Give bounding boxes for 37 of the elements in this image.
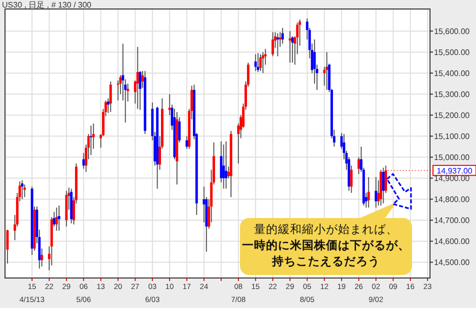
candlestick <box>276 32 279 57</box>
chart-title: US30 , 日足 , # 130 / 300 <box>2 0 92 10</box>
candlestick <box>222 144 225 190</box>
y-tick-label: 14,500.00 <box>434 258 470 268</box>
candlestick <box>262 52 264 74</box>
candlestick <box>58 204 60 232</box>
y-tick-label: 15,500.00 <box>434 48 470 58</box>
candlestick <box>136 46 139 110</box>
candlestick <box>256 52 260 73</box>
y-tick-label: 15,300.00 <box>434 90 470 100</box>
y-tick-label: 14,600.00 <box>434 237 470 246</box>
candlestick <box>254 54 257 72</box>
candlestick <box>23 184 26 198</box>
candlestick <box>374 176 378 208</box>
y-tick-label: 15,000.00 <box>434 153 470 162</box>
y-tick-label: 14,900.00 <box>434 174 470 184</box>
y-tick-label: 15,400.00 <box>434 69 470 78</box>
annotation: 一時的に米国株価は下がるが、 <box>242 238 410 252</box>
candlestick <box>367 176 370 208</box>
candlestick <box>272 32 274 57</box>
candlestick <box>281 27 284 44</box>
candlestick <box>20 180 24 200</box>
candlestick <box>382 167 385 204</box>
annotation: 量的緩和縮小が始まれば、 <box>254 222 398 236</box>
candlestick <box>6 229 9 264</box>
annotation: 持ちこたえるだろう <box>271 254 380 268</box>
candlestick <box>326 52 328 90</box>
candlestick <box>55 207 58 232</box>
y-tick-label: 14,700.00 <box>434 216 470 226</box>
y-tick-label: 15,600.00 <box>434 27 470 36</box>
candlestick <box>288 30 292 64</box>
y-tick-label: 15,200.00 <box>434 111 470 120</box>
y-tick-label: 14,800.00 <box>434 195 470 204</box>
candlestick <box>109 81 112 112</box>
candlestick <box>224 140 228 190</box>
y-tick-label: 15,100.00 <box>434 132 470 142</box>
annotation: 14,937.00 <box>436 166 473 176</box>
